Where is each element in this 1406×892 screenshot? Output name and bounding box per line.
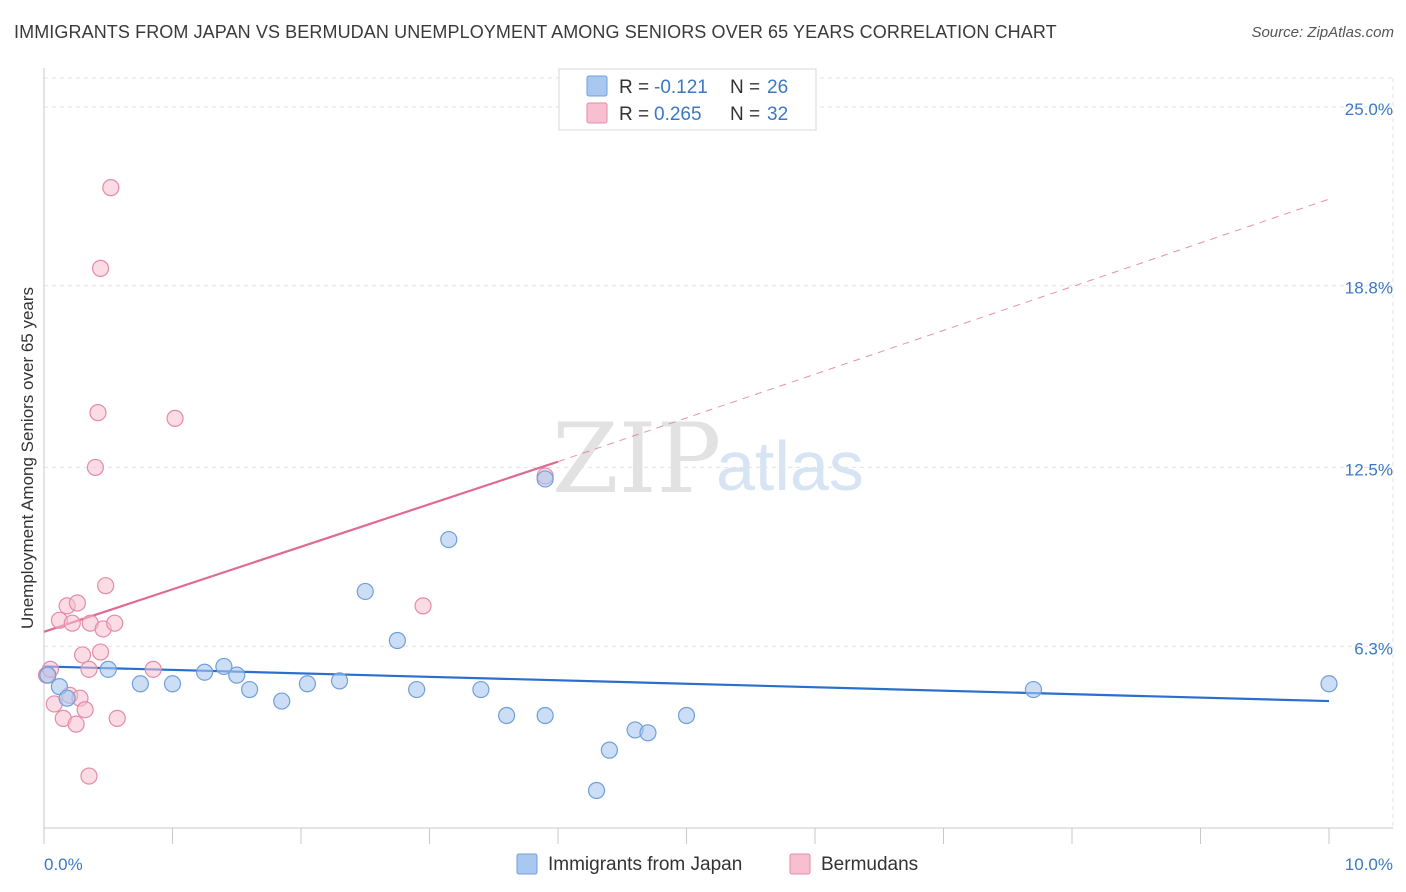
- data-point-bermuda: [67, 715, 85, 733]
- bottom-legend-swatch-japan: [516, 853, 538, 875]
- x-tick-label-max: 10.0%: [1345, 855, 1393, 874]
- data-point-japan: [39, 666, 57, 684]
- data-point-japan: [298, 675, 317, 693]
- data-point-bermuda: [144, 660, 162, 678]
- data-point-bermuda: [80, 660, 98, 678]
- y-tick-label: 6.3%: [1354, 639, 1393, 658]
- data-point-japan: [330, 672, 349, 690]
- data-point-bermuda: [102, 179, 120, 197]
- legend-r-value-bermuda: 0.265: [654, 104, 702, 125]
- trend-line-bermuda: [43, 460, 559, 633]
- legend-n-label-bermuda: N =: [730, 104, 760, 125]
- data-point-japan: [1320, 675, 1338, 693]
- data-point-bermuda: [80, 767, 98, 785]
- data-point-bermuda: [106, 614, 124, 632]
- data-point-bermuda: [76, 701, 94, 719]
- data-point-japan: [536, 470, 554, 488]
- source-label: Source: ZipAtlas.com: [1251, 24, 1394, 41]
- data-point-bermuda: [86, 458, 105, 477]
- trend-line-bermuda-extension: [557, 198, 1330, 463]
- bottom-legend-label-bermuda: Bermudans: [821, 854, 918, 875]
- data-point-japan: [677, 706, 696, 725]
- series-legend: Immigrants from Japan Bermudans: [516, 853, 918, 875]
- data-point-japan: [498, 706, 516, 725]
- data-point-japan: [587, 781, 606, 800]
- bottom-legend-swatch-bermuda: [789, 853, 811, 875]
- watermark-atlas: atlas: [716, 427, 864, 505]
- y-tick-label: 25.0%: [1345, 100, 1393, 119]
- x-tick-label-min: 0.0%: [44, 855, 83, 874]
- data-point-japan: [356, 582, 374, 601]
- data-point-japan: [440, 530, 458, 549]
- data-point-bermuda: [89, 404, 107, 422]
- tick-labels: 6.3% 12.5% 18.8% 25.0% 0.0% 10.0%: [44, 100, 1393, 874]
- data-point-bermuda: [97, 577, 115, 595]
- y-axis-title: Unemployment Among Seniors over 65 years: [18, 287, 37, 629]
- data-point-bermuda: [166, 409, 184, 427]
- correlation-legend: R = -0.121 N = 26 R = 0.265 N = 32: [558, 68, 817, 131]
- data-point-bermuda: [414, 597, 432, 615]
- data-point-japan: [536, 706, 554, 725]
- data-point-japan: [241, 680, 259, 699]
- data-point-japan: [639, 724, 657, 742]
- legend-r-label-bermuda: R =: [619, 104, 649, 125]
- data-point-japan: [196, 663, 214, 681]
- y-tick-label: 12.5%: [1345, 460, 1393, 479]
- data-point-bermuda: [68, 594, 87, 612]
- legend-r-value-japan: -0.121: [654, 77, 708, 98]
- data-point-bermuda: [91, 643, 110, 661]
- data-point-bermuda: [108, 709, 126, 727]
- legend-n-value-japan: 26: [767, 77, 788, 98]
- trend-lines: [43, 198, 1330, 703]
- data-point-japan: [1024, 680, 1043, 699]
- data-points: [37, 179, 1338, 800]
- legend-swatch-bermuda: [586, 102, 608, 124]
- axes: [43, 68, 1393, 844]
- data-point-japan: [99, 660, 117, 678]
- data-point-japan: [472, 680, 490, 699]
- y-tick-label: 18.8%: [1345, 279, 1393, 298]
- data-point-japan: [58, 689, 76, 707]
- data-point-japan: [388, 631, 406, 650]
- legend-r-label-japan: R =: [619, 77, 649, 98]
- data-point-bermuda: [73, 646, 92, 664]
- data-point-bermuda: [63, 614, 81, 632]
- trend-line-japan: [43, 665, 1330, 703]
- legend-swatch-japan: [586, 75, 608, 97]
- data-point-japan: [600, 741, 619, 759]
- data-point-japan: [163, 675, 182, 693]
- legend-n-value-bermuda: 32: [767, 104, 788, 125]
- data-point-japan: [131, 675, 149, 693]
- legend-n-label-japan: N =: [730, 77, 760, 98]
- watermark-zip: ZIP: [552, 403, 721, 515]
- bottom-legend-label-japan: Immigrants from Japan: [548, 854, 742, 875]
- data-point-japan: [228, 666, 246, 684]
- data-point-japan: [215, 657, 233, 676]
- data-point-japan: [408, 680, 426, 699]
- chart-title: IMMIGRANTS FROM JAPAN VS BERMUDAN UNEMPL…: [14, 22, 1057, 42]
- data-point-japan: [273, 692, 291, 710]
- data-point-bermuda: [91, 259, 110, 277]
